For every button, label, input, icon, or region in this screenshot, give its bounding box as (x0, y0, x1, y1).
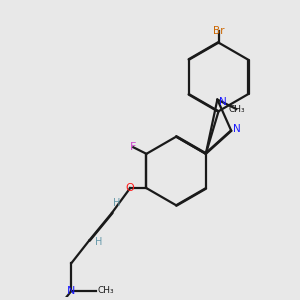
Text: N: N (67, 286, 76, 296)
Text: N: N (219, 97, 227, 107)
Text: H: H (95, 237, 103, 247)
Text: Br: Br (213, 26, 224, 36)
Text: CH₃: CH₃ (97, 286, 114, 296)
Text: H: H (113, 198, 121, 208)
Text: N: N (233, 124, 241, 134)
Text: F: F (130, 142, 136, 152)
Text: CH₃: CH₃ (228, 104, 245, 113)
Text: O: O (126, 183, 134, 193)
